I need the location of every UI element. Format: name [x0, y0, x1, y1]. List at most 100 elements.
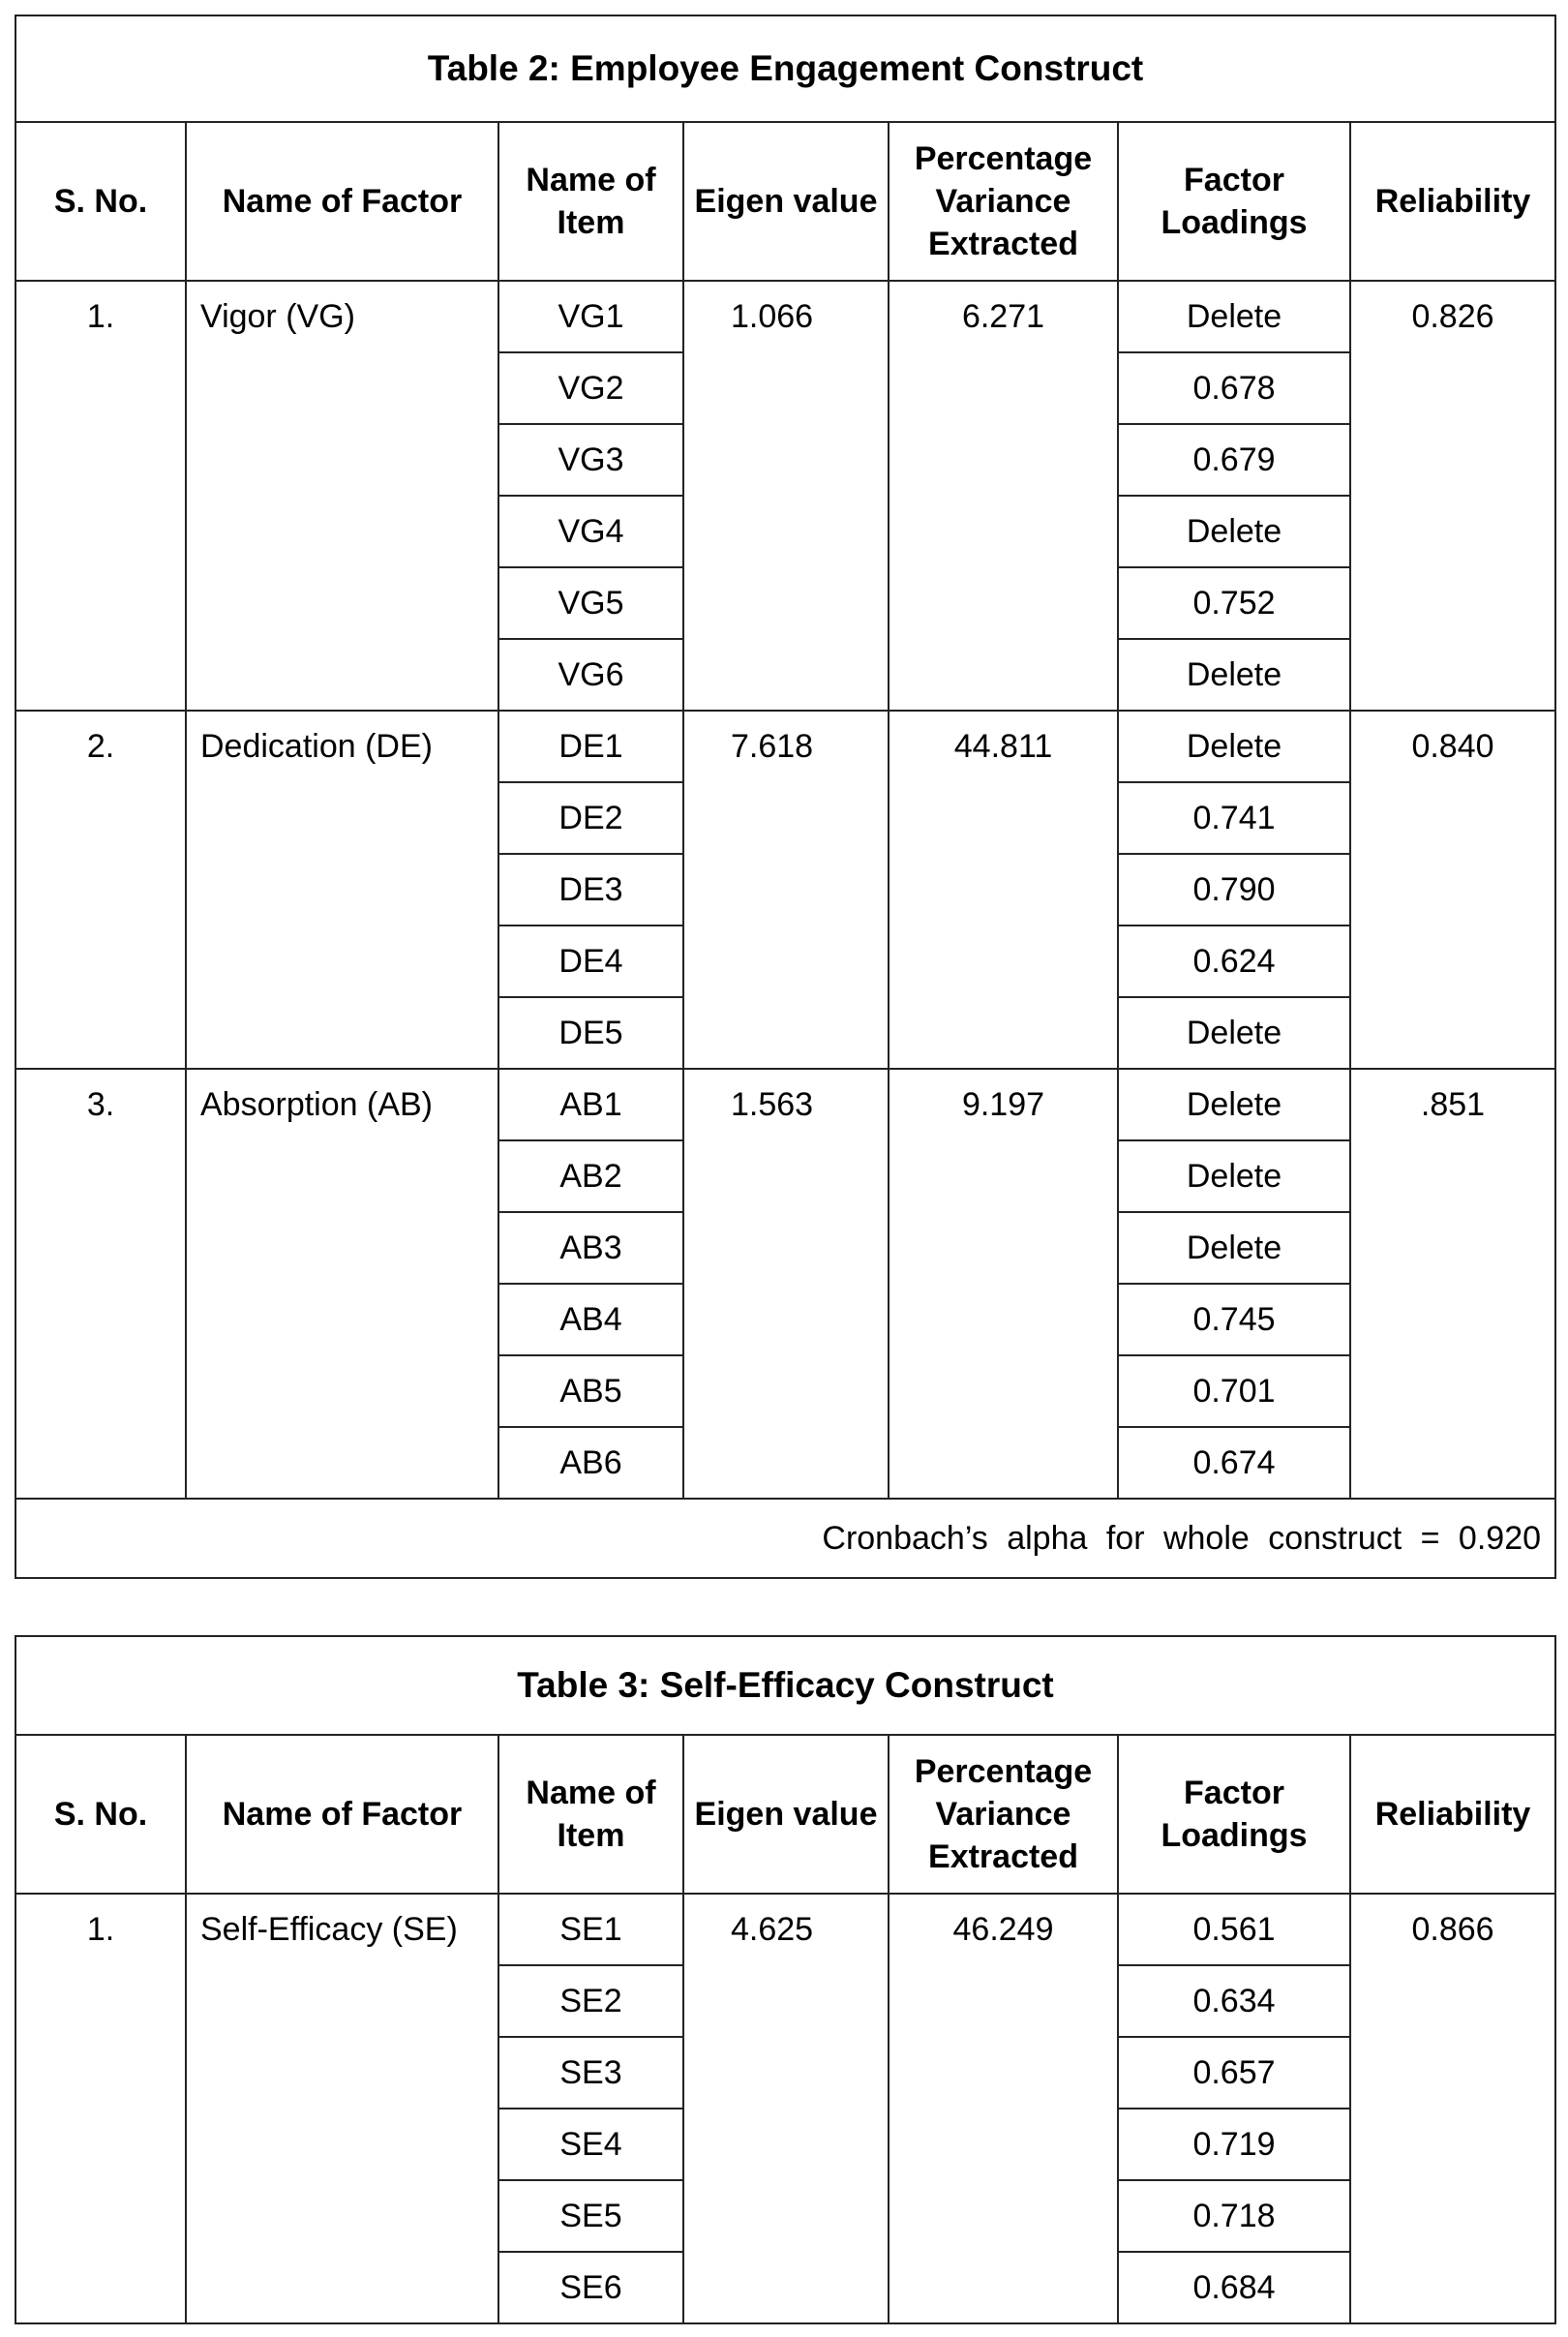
table-row: SE2 0.634 [15, 1964, 1555, 2038]
reliability: .851 [1348, 1068, 1557, 1500]
item-name: AB1 [498, 1068, 684, 1141]
table-row: 1. Vigor (VG) VG1 1.066 6.271 Delete 0.826 [15, 280, 1557, 712]
item-name: AB4 [498, 1283, 684, 1356]
factor-loading: Delete [1117, 710, 1351, 783]
factor-loading: Delete [1117, 495, 1351, 568]
column-header: S. No. [15, 1734, 187, 1895]
table-row: SE4 0.719 [15, 2108, 1555, 2181]
item-name: DE4 [498, 925, 684, 998]
factor-name: Absorption (AB) [185, 1068, 499, 1500]
header-row: S. No. Name of Factor Name of Item Eigen va… [15, 1734, 1557, 1895]
factor-name: Self-Efficacy (SE) [185, 1893, 499, 2324]
item-name: VG2 [498, 351, 684, 425]
column-header: Percentage Variance Extracted [888, 1734, 1119, 1895]
eigen-value: 4.625 [682, 1893, 890, 2324]
table-row: AB6 0.674 [15, 1426, 1555, 1500]
item-name: DE2 [498, 781, 684, 855]
table-row: VG6 Delete [15, 638, 1555, 712]
factor-loading: 0.790 [1117, 853, 1351, 926]
eigen-value: 1.563 [682, 1068, 890, 1500]
item-name: DE5 [498, 996, 684, 1070]
factor-loading: Delete [1117, 638, 1351, 712]
item-name: AB6 [498, 1426, 684, 1500]
item-name: SE3 [498, 2036, 684, 2109]
column-header: Name of Factor [185, 121, 499, 282]
item-name: VG6 [498, 638, 684, 712]
column-header: Reliability [1348, 121, 1557, 282]
table-body: 1. Vigor (VG) VG1 1.066 6.271 Delete 0.826 VG2 0… [15, 280, 1557, 1500]
table-row: AB2 Delete [15, 1139, 1555, 1213]
table-body: 1. Self-Efficacy (SE) SE1 4.625 46.249 0.561 0… [15, 1893, 1557, 2324]
item-name: DE1 [498, 710, 684, 783]
column-header: Reliability [1348, 1734, 1557, 1895]
serial-number: 2. [15, 710, 187, 1070]
item-name: VG5 [498, 566, 684, 640]
factor-loading: 0.701 [1117, 1354, 1351, 1428]
header-row: S. No. Name of Factor Name of Item Eigen va… [15, 121, 1557, 282]
table-row: SE3 0.657 [15, 2036, 1555, 2109]
factor-loading: 0.719 [1117, 2108, 1351, 2181]
column-header: Name of Factor [185, 1734, 499, 1895]
table-row: DE3 0.790 [15, 853, 1555, 926]
table-title: Table 3: Self-Efficacy Construct [14, 1635, 1557, 1736]
reliability: 0.826 [1348, 280, 1557, 712]
factor-name: Dedication (DE) [185, 710, 499, 1070]
column-header: Factor Loadings [1117, 1734, 1351, 1895]
factor-loading: Delete [1117, 996, 1351, 1070]
serial-number: 3. [15, 1068, 187, 1500]
eigen-value: 1.066 [682, 280, 890, 712]
factor-loading: 0.741 [1117, 781, 1351, 855]
table-row: AB5 0.701 [15, 1354, 1555, 1428]
item-name: SE6 [498, 2251, 684, 2324]
column-header: Name of Item [498, 1734, 684, 1895]
column-header: Percentage Variance Extracted [888, 121, 1119, 282]
cronbach-alpha-note: Cronbach’s alpha for whole construct = 0… [14, 1498, 1557, 1579]
item-name: SE5 [498, 2179, 684, 2253]
column-header: Eigen value [682, 121, 890, 282]
item-name: SE4 [498, 2108, 684, 2181]
table-row: DE4 0.624 [15, 925, 1555, 998]
factor-loading: Delete [1117, 1068, 1351, 1141]
factor-loading: Delete [1117, 280, 1351, 353]
column-header: Factor Loadings [1117, 121, 1351, 282]
factor-loading: 0.684 [1117, 2251, 1351, 2324]
table-row: 3. Absorption (AB) AB1 1.563 9.197 Delete .851 [15, 1068, 1557, 1500]
factor-loading: 0.674 [1117, 1426, 1351, 1500]
factor-name: Vigor (VG) [185, 280, 499, 712]
table-row: VG5 0.752 [15, 566, 1555, 640]
column-header: Name of Item [498, 121, 684, 282]
factor-loading: 0.718 [1117, 2179, 1351, 2253]
self-efficacy-table: Table 3: Self-Efficacy Construct S. No. N… [14, 1635, 1557, 2324]
item-name: VG4 [498, 495, 684, 568]
serial-number: 1. [15, 1893, 187, 2324]
factor-loading: 0.624 [1117, 925, 1351, 998]
item-name: DE3 [498, 853, 684, 926]
item-name: AB2 [498, 1139, 684, 1213]
variance-extracted: 44.811 [888, 710, 1119, 1070]
item-name: AB3 [498, 1211, 684, 1285]
eigen-value: 7.618 [682, 710, 890, 1070]
factor-loading: Delete [1117, 1139, 1351, 1213]
item-name: VG3 [498, 423, 684, 497]
item-name: SE1 [498, 1893, 684, 1966]
table-row: SE6 0.684 [15, 2251, 1555, 2324]
employee-engagement-table: Table 2: Employee Engagement Construct S… [14, 15, 1557, 1579]
factor-loading: 0.561 [1117, 1893, 1351, 1966]
table-row: 1. Self-Efficacy (SE) SE1 4.625 46.249 0.561 0… [15, 1893, 1557, 2324]
variance-extracted: 9.197 [888, 1068, 1119, 1500]
factor-loading: 0.752 [1117, 566, 1351, 640]
variance-extracted: 6.271 [888, 280, 1119, 712]
reliability: 0.866 [1348, 1893, 1557, 2324]
item-name: VG1 [498, 280, 684, 353]
table-row: VG2 0.678 [15, 351, 1555, 425]
table-row: DE5 Delete [15, 996, 1555, 1070]
table-row: VG4 Delete [15, 495, 1555, 568]
factor-loading: 0.657 [1117, 2036, 1351, 2109]
variance-extracted: 46.249 [888, 1893, 1119, 2324]
column-header: Eigen value [682, 1734, 890, 1895]
reliability: 0.840 [1348, 710, 1557, 1070]
factor-loading: 0.679 [1117, 423, 1351, 497]
serial-number: 1. [15, 280, 187, 712]
table-row: VG3 0.679 [15, 423, 1555, 497]
factor-loading: Delete [1117, 1211, 1351, 1285]
